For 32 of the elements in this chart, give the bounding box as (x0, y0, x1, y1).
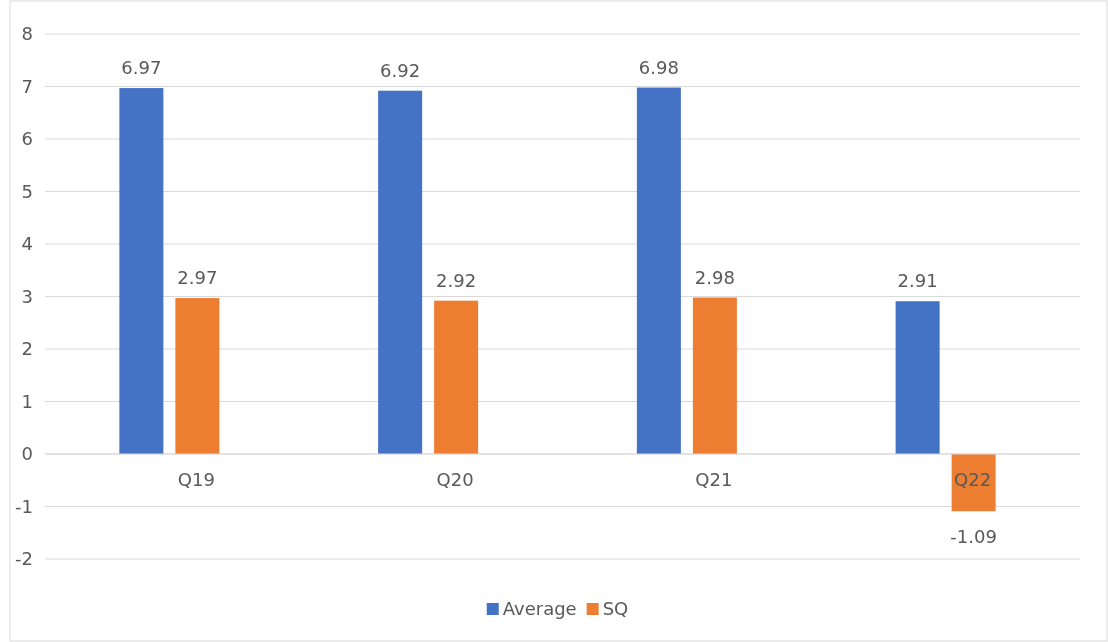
x-tick-label: Q21 (695, 469, 733, 490)
data-label: -1.09 (950, 526, 997, 548)
y-tick-label: 1 (21, 390, 33, 412)
y-tick-label: 3 (21, 285, 33, 307)
y-tick-label: 8 (21, 23, 33, 45)
y-tick-label: 4 (21, 233, 33, 255)
y-tick-label: 0 (21, 443, 33, 465)
y-tick-label: 5 (21, 180, 33, 202)
bar (434, 300, 479, 454)
y-tick-label: 2 (21, 338, 33, 360)
data-label: 2.97 (177, 267, 218, 289)
data-label: 2.91 (897, 270, 938, 292)
bar (378, 90, 423, 454)
data-label: 6.92 (380, 59, 421, 81)
bar (175, 298, 220, 454)
x-tick-label: Q20 (436, 469, 474, 490)
x-tick-label: Q22 (954, 469, 992, 490)
data-label: 2.92 (436, 269, 477, 291)
data-label: 6.97 (121, 57, 162, 79)
bar (692, 297, 737, 454)
y-tick-label: 6 (21, 128, 33, 150)
y-tick-label: -1 (15, 495, 33, 517)
bar (895, 301, 940, 454)
y-tick-label: -2 (15, 548, 33, 570)
data-label: 6.98 (638, 56, 679, 78)
bar (119, 88, 164, 454)
bar (636, 87, 681, 454)
y-tick-label: 7 (21, 75, 33, 97)
legend-label: SQ (602, 598, 629, 619)
data-label: 2.98 (694, 266, 735, 288)
legend-label: Average (502, 598, 577, 619)
x-tick-label: Q19 (177, 469, 215, 490)
